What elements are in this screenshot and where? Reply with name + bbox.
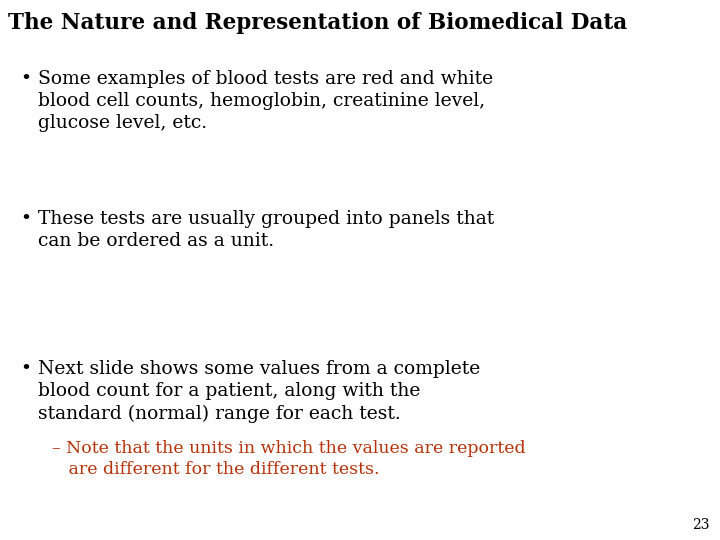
Text: Some examples of blood tests are red and white
blood cell counts, hemoglobin, cr: Some examples of blood tests are red and… xyxy=(38,70,493,132)
Text: These tests are usually grouped into panels that
can be ordered as a unit.: These tests are usually grouped into pan… xyxy=(38,210,494,250)
Text: 23: 23 xyxy=(693,518,710,532)
Text: •: • xyxy=(20,70,31,88)
Text: •: • xyxy=(20,210,31,228)
Text: Next slide shows some values from a complete
blood count for a patient, along wi: Next slide shows some values from a comp… xyxy=(38,360,480,423)
Text: •: • xyxy=(20,360,31,378)
Text: The Nature and Representation of Biomedical Data: The Nature and Representation of Biomedi… xyxy=(8,12,627,34)
Text: – Note that the units in which the values are reported
   are different for the : – Note that the units in which the value… xyxy=(52,440,526,478)
